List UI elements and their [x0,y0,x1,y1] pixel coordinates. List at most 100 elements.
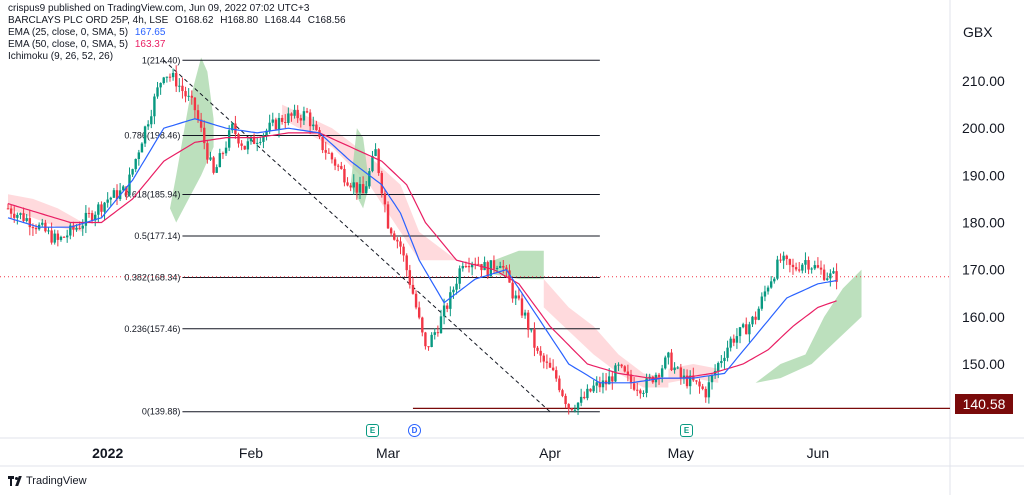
dividend-icon[interactable]: D [408,424,421,437]
candle-body [695,380,698,382]
candle-body [533,329,536,348]
x-tick-label: Apr [539,445,561,461]
candle-body [470,263,474,268]
candle-body [277,117,281,130]
candle-body [632,383,636,390]
candle-body [209,157,212,160]
candle-body [542,355,545,362]
ema50-legend[interactable]: EMA (50, close, 0, SMA, 5) 163.37 [8,39,346,51]
candle-body [13,213,16,218]
candle-body [508,270,511,283]
candle-body [579,396,583,403]
candle-body [626,371,630,375]
candle-body [203,127,206,144]
candle-body [779,259,782,261]
candle-body [290,113,293,116]
candle-body [583,396,586,399]
candle-body [299,118,303,121]
candle-body [822,269,826,280]
candle-body [262,135,265,142]
fib-level-label: 0.5(177.14) [134,231,180,241]
candle-body [567,404,570,409]
candle-body [271,119,274,123]
y-tick-label: 190.00 [962,167,1005,183]
candle-body [754,316,757,320]
high-value: H168.80 [220,15,259,26]
candle-body [371,156,374,172]
candle-body [377,149,380,174]
ichimoku-cloud-bearish [543,279,669,388]
fib-level-label: 0.236(157.46) [124,324,180,334]
candle-body [231,123,234,131]
earnings-icon[interactable]: E [366,424,379,437]
candle-body [355,182,359,193]
x-tick-label: 2022 [92,445,123,461]
candle-body [620,364,623,367]
tradingview-logo-icon [8,476,22,486]
candle-body [53,233,56,243]
candle-body [698,381,701,387]
tradingview-brand[interactable]: TradingView [8,475,87,487]
candle-body [676,367,679,369]
candle-body [791,264,795,268]
candle-body [106,199,109,203]
candle-body [234,123,237,135]
candle-body [424,332,427,347]
candle-body [592,385,595,392]
candle-body [122,186,125,191]
fib-level-label: 0.382(168.34) [124,272,180,282]
candle-body [389,228,393,234]
candle-body [343,168,346,183]
candle-body [601,380,605,388]
candle-body [573,409,577,411]
candle-body [287,113,290,123]
ichimoku-cloud-bullish [755,269,862,383]
candle-body [308,112,312,127]
candle-body [660,368,664,377]
candle-body [227,130,231,148]
candle-body [100,204,103,212]
candle-body [813,265,816,269]
candle-body [564,395,567,405]
ema25-legend[interactable]: EMA (25, close, 0, SMA, 5) 167.65 [8,27,346,39]
candle-body [190,95,193,98]
candle-body [417,307,421,318]
candle-body [78,227,81,229]
ichimoku-legend[interactable]: Ichimoku (9, 26, 52, 26) [8,51,346,63]
candle-body [75,227,78,230]
candle-body [218,153,222,168]
candle-body [140,143,144,153]
candle-body [517,295,521,299]
candle-body [94,214,97,221]
candle-body [763,291,767,297]
candle-body [785,255,788,260]
earnings-icon[interactable]: E [680,424,693,437]
y-tick-label: 150.00 [962,356,1005,372]
candle-body [206,143,209,160]
candle-body [268,122,271,131]
candle-body [723,357,726,362]
candle-body [365,186,368,194]
candle-body [430,334,433,347]
candle-body [16,214,19,218]
candle-body [171,72,175,78]
candle-body [333,159,337,166]
candle-body [146,124,150,127]
candle-body [642,392,645,394]
ema50-value: 163.37 [134,39,166,50]
candle-body [664,357,667,369]
candle-body [421,317,424,333]
candle-body [539,350,542,356]
candle-body [639,390,642,394]
candle-body [358,184,362,193]
published-line: crispus9 published on TradingView.com, J… [8,3,310,14]
y-tick-label: 210.00 [962,73,1005,89]
candle-body [611,376,614,382]
fib-level-label: 0.786(198.46) [124,130,180,140]
x-tick-label: Feb [239,445,263,461]
candle-body [352,182,355,188]
candle-body [766,287,770,292]
candle-body [175,72,178,87]
candle-body [707,382,711,398]
